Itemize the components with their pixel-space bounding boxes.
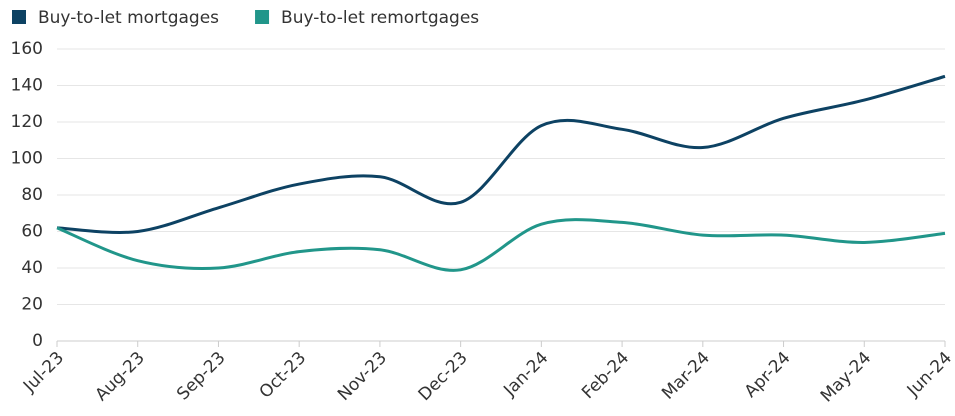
series-line [56,218,946,272]
legend-label: Buy-to-let mortgages [38,8,219,28]
y-tick-label: 0 [32,331,43,351]
legend-swatch [12,10,26,24]
y-tick-label: 60 [21,222,43,242]
y-tick-label: 40 [21,258,43,278]
x-tick-label: Nov-23 [334,348,391,405]
x-tick-label: Mar-24 [658,348,714,404]
y-tick-label: 100 [11,149,43,169]
x-tick-label: Jan-24 [499,348,552,401]
y-tick-label: 80 [21,185,43,205]
x-tick-label: Dec-23 [415,348,472,405]
x-tick-label: Jun-24 [903,348,955,401]
series-line [56,74,946,234]
x-tick-label: Oct-23 [256,348,311,403]
y-tick-label: 120 [11,112,43,132]
legend-swatch [255,10,270,24]
x-tick-label: May-24 [817,348,875,406]
y-tick-label: 20 [21,295,43,315]
y-tick-label: 140 [11,76,43,96]
x-tick-label: Feb-24 [578,348,633,403]
y-tick-label: 160 [11,39,43,59]
legend-label: Buy-to-let remortgages [281,8,479,28]
x-tick-label: Aug-23 [92,348,149,405]
x-tick-label: Apr-24 [741,348,795,402]
x-tick-label: Sep-23 [173,348,229,404]
x-tick-label: Jul-23 [19,348,68,397]
